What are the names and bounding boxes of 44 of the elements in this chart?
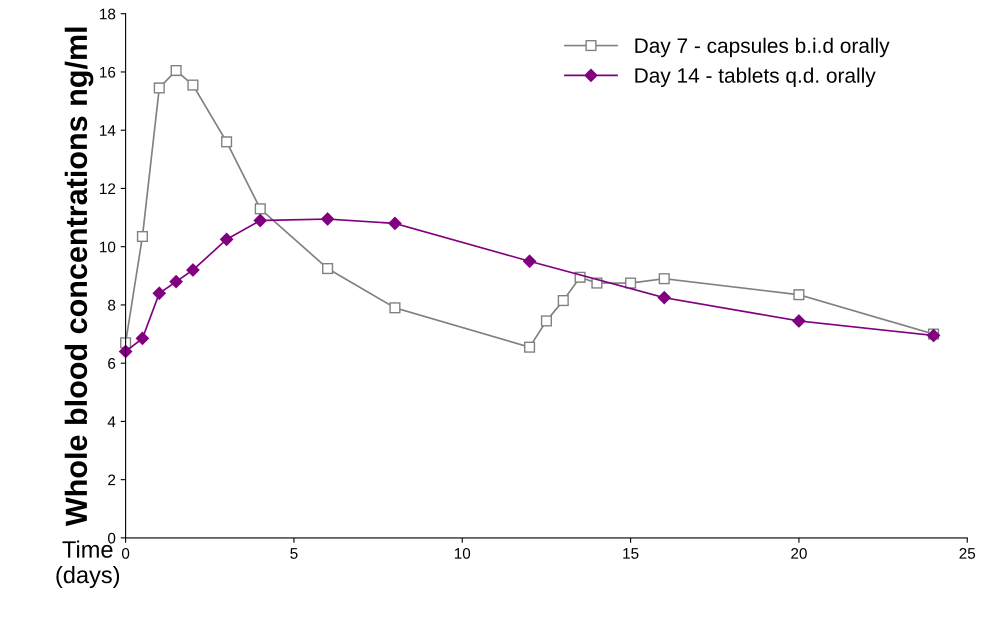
point — [658, 291, 671, 304]
x-tick-label: 25 — [960, 548, 976, 559]
point — [926, 328, 940, 342]
x-tick-label: 20 — [791, 548, 807, 559]
point — [170, 64, 182, 76]
y-tick-label: 2 — [108, 474, 116, 486]
y-tick-label: 10 — [100, 242, 116, 252]
x-tick-label: 15 — [623, 548, 638, 559]
point — [254, 203, 266, 214]
y-tick-label: 18 — [100, 8, 116, 20]
y-tick-label: 16 — [100, 66, 116, 78]
point — [321, 212, 334, 226]
point — [523, 254, 536, 268]
point — [186, 263, 200, 277]
legend-label: Day 14 - tablets q.d. orally — [635, 68, 876, 87]
x-tick-label: 10 — [454, 548, 470, 559]
point — [524, 342, 536, 353]
legend-label: Day 7 - capsules b.i.d orally — [635, 38, 890, 58]
point — [220, 232, 234, 246]
point — [170, 275, 183, 288]
y-tick-label: 12 — [100, 183, 116, 194]
y-axis-title: Whole blood concentrations ng/ml — [64, 28, 94, 526]
point — [154, 82, 165, 94]
y-tick-label: 4 — [108, 416, 116, 427]
point — [658, 273, 670, 284]
point — [152, 286, 166, 300]
point — [254, 214, 267, 228]
y-tick-label: 8 — [108, 300, 116, 311]
point — [322, 262, 334, 274]
y-tick-label: 6 — [108, 358, 116, 369]
point — [221, 136, 232, 148]
point — [136, 332, 150, 346]
point — [558, 295, 569, 306]
point — [389, 302, 400, 314]
point — [388, 216, 402, 230]
point — [540, 315, 552, 326]
point — [136, 230, 148, 242]
x-tick-label: 5 — [290, 548, 298, 559]
x-tick-label: 0 — [122, 548, 130, 559]
point — [187, 80, 198, 91]
y-tick-label: 14 — [100, 125, 116, 136]
point — [625, 278, 636, 289]
point — [793, 289, 804, 300]
point — [792, 314, 806, 328]
